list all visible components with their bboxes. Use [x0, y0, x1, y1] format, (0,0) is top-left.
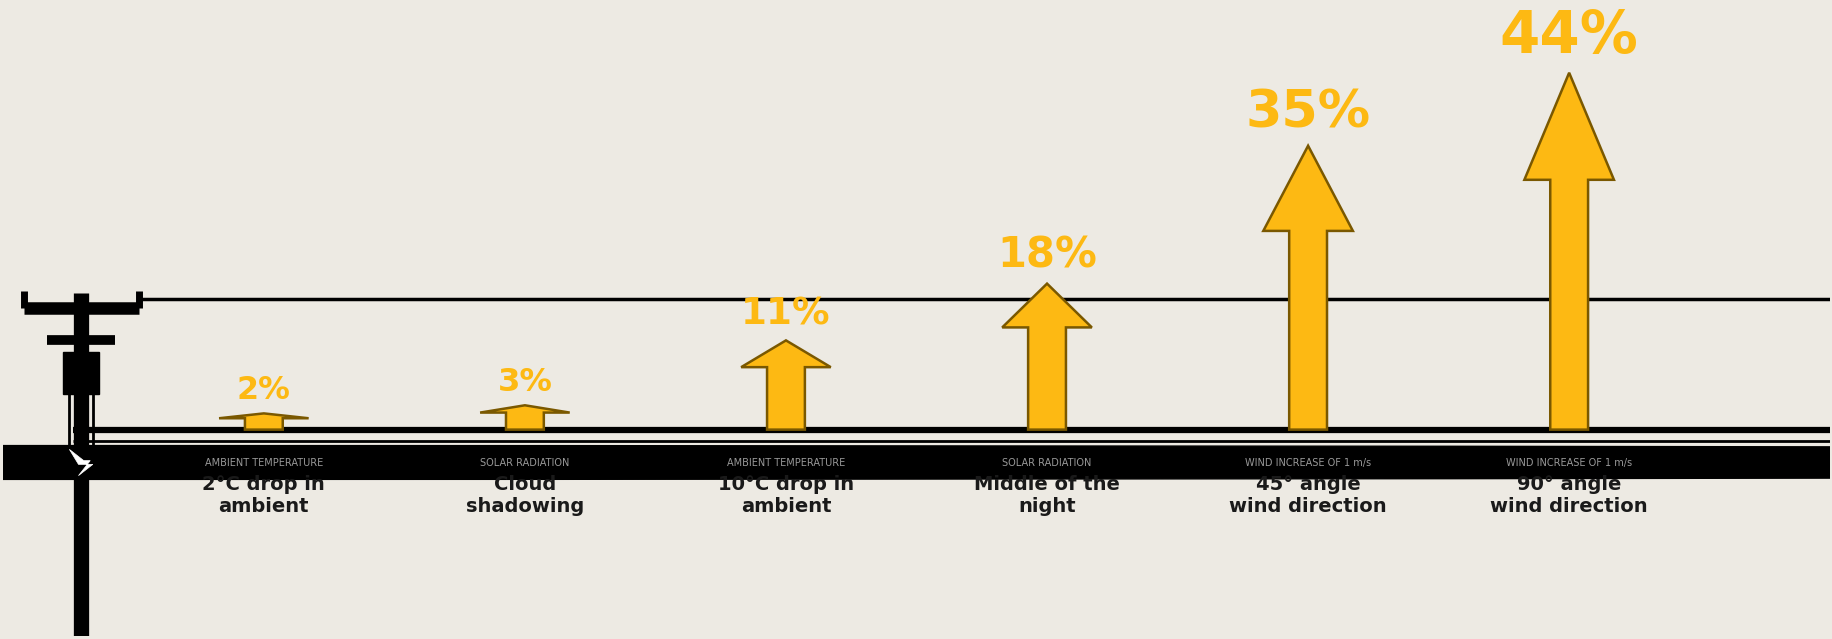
- Text: 45° angle
wind direction: 45° angle wind direction: [1229, 475, 1387, 516]
- Text: 18%: 18%: [997, 234, 1096, 276]
- Text: AMBIENT TEMPERATURE: AMBIENT TEMPERATURE: [205, 458, 322, 468]
- Text: WIND INCREASE OF 1 m/s: WIND INCREASE OF 1 m/s: [1506, 458, 1630, 468]
- Text: SOLAR RADIATION: SOLAR RADIATION: [1002, 458, 1092, 468]
- Text: 35%: 35%: [1246, 88, 1370, 138]
- Polygon shape: [1524, 73, 1612, 429]
- Polygon shape: [220, 413, 308, 429]
- Text: 44%: 44%: [1499, 8, 1638, 65]
- Text: 2°C drop in
ambient: 2°C drop in ambient: [202, 475, 324, 516]
- Text: Middle of the
night: Middle of the night: [973, 475, 1119, 516]
- Text: 10°C drop in
ambient: 10°C drop in ambient: [718, 475, 854, 516]
- Text: 2%: 2%: [236, 375, 291, 406]
- Circle shape: [0, 445, 1832, 479]
- Polygon shape: [70, 449, 93, 475]
- Polygon shape: [480, 405, 570, 429]
- Text: 3%: 3%: [496, 367, 551, 397]
- Text: AMBIENT TEMPERATURE: AMBIENT TEMPERATURE: [727, 458, 845, 468]
- Polygon shape: [740, 341, 830, 429]
- Text: SOLAR RADIATION: SOLAR RADIATION: [480, 458, 570, 468]
- Bar: [62, 351, 99, 394]
- Polygon shape: [1262, 146, 1352, 429]
- Text: WIND INCREASE OF 1 m/s: WIND INCREASE OF 1 m/s: [1244, 458, 1370, 468]
- Polygon shape: [1002, 284, 1092, 429]
- Text: Cloud
shadowing: Cloud shadowing: [465, 475, 584, 516]
- Text: 11%: 11%: [740, 296, 830, 333]
- Text: 90° angle
wind direction: 90° angle wind direction: [1489, 475, 1647, 516]
